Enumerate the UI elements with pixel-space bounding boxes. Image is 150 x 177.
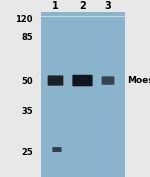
FancyBboxPatch shape	[40, 12, 124, 177]
Text: 25: 25	[21, 148, 33, 157]
FancyBboxPatch shape	[72, 75, 93, 86]
FancyBboxPatch shape	[102, 76, 114, 85]
Text: 3: 3	[105, 1, 111, 11]
FancyBboxPatch shape	[48, 75, 63, 86]
Text: 1: 1	[52, 1, 59, 11]
Text: 2: 2	[79, 1, 86, 11]
Text: 120: 120	[15, 15, 33, 24]
Text: Moesin: Moesin	[127, 76, 150, 85]
Text: 50: 50	[21, 77, 33, 86]
FancyBboxPatch shape	[52, 147, 62, 152]
Text: 35: 35	[21, 107, 33, 116]
Text: 85: 85	[21, 33, 33, 42]
